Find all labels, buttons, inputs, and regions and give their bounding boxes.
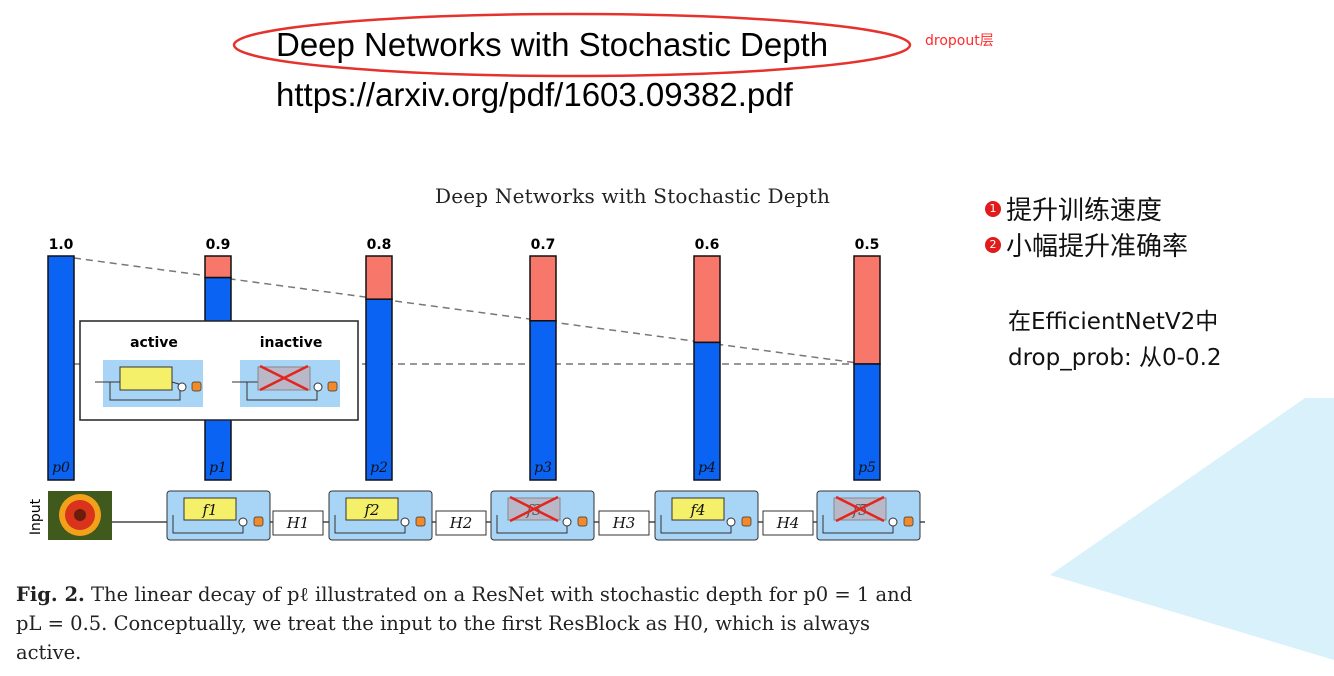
bar-p-label-3: p3 xyxy=(534,460,552,476)
resblock-2: f2 xyxy=(328,490,433,541)
survival-bar-4: 0.6 p4 xyxy=(693,237,721,481)
resblock-5: f5 xyxy=(816,490,921,541)
survival-prob-label-3: 0.7 xyxy=(531,237,556,253)
input-label: Input xyxy=(28,498,44,535)
transition-4: H4 xyxy=(762,510,814,536)
resnet-chain: f1 f2 f3 f4 f5 H1 H2 H3 H4 xyxy=(166,490,921,541)
slide-title: Deep Networks with Stochastic Depth xyxy=(276,26,829,63)
survival-bars: 1.0 p0 0.9 p1 0.8 p2 0.7 p3 0.6 p4 0.5 p5 xyxy=(47,237,881,481)
legend-active-label: active xyxy=(130,335,178,351)
bar-drop-segment-2 xyxy=(365,255,393,300)
input-flower-image xyxy=(48,491,112,540)
bar-drop-segment-1 xyxy=(204,255,232,279)
transition-3: H3 xyxy=(598,510,650,536)
transition-label-2: H2 xyxy=(449,514,473,532)
benefit-text-2: 小幅提升准确率 xyxy=(1006,232,1189,262)
survival-bar-3: 0.7 p3 xyxy=(529,237,557,481)
survival-bar-5: 0.5 p5 xyxy=(853,237,881,481)
effnet-note-line-1: 在EfficientNetV2中 xyxy=(1008,309,1219,335)
transition-label-1: H1 xyxy=(286,514,310,532)
figure-caption-label: Fig. 2. xyxy=(16,583,85,606)
benefit-text-1: 提升训练速度 xyxy=(1006,196,1163,226)
bar-p-label-1: p1 xyxy=(209,460,227,476)
resblock-1: f1 xyxy=(166,490,271,541)
bar-p-label-2: p2 xyxy=(370,460,388,476)
bar-survive-segment-3 xyxy=(529,320,557,481)
legend-inactive-label: inactive xyxy=(260,335,323,351)
transition-2: H2 xyxy=(435,510,487,536)
resblock-3: f3 xyxy=(490,490,595,541)
survival-bar-0: 1.0 p0 xyxy=(47,237,75,481)
bar-survive-segment-4 xyxy=(693,341,721,481)
benefit-item-2: 2 小幅提升准确率 xyxy=(985,226,1188,263)
bar-drop-segment-4 xyxy=(693,255,721,344)
func-label-1: f1 xyxy=(201,501,217,519)
survival-prob-label-5: 0.5 xyxy=(855,237,880,253)
survival-prob-label-1: 0.9 xyxy=(206,237,231,253)
number-badge-2: 2 xyxy=(985,236,1001,253)
transition-1: H1 xyxy=(272,510,324,536)
func-label-4: f4 xyxy=(689,501,705,519)
transition-label-4: H4 xyxy=(776,514,800,532)
legend-active-block xyxy=(95,360,203,407)
func-box-1 xyxy=(183,497,237,521)
paper-url: https://arxiv.org/pdf/1603.09382.pdf xyxy=(276,76,793,113)
survival-prob-label-4: 0.6 xyxy=(695,237,720,253)
bar-survive-segment-5 xyxy=(853,363,881,481)
survival-bar-2: 0.8 p2 xyxy=(365,237,393,481)
survival-prob-label-2: 0.8 xyxy=(367,237,392,253)
bar-survive-segment-0 xyxy=(47,255,75,481)
transition-label-3: H3 xyxy=(612,514,636,532)
func-label-2: f2 xyxy=(363,501,379,519)
resblock-4: f4 xyxy=(654,490,759,541)
legend-box: active inactive xyxy=(79,320,359,421)
bar-survive-segment-2 xyxy=(365,298,393,481)
func-box-2 xyxy=(345,497,399,521)
bar-p-label-4: p4 xyxy=(698,460,716,476)
bar-drop-segment-3 xyxy=(529,255,557,322)
figure-caption: Fig. 2. The linear decay of pℓ illustrat… xyxy=(16,580,936,667)
bar-drop-segment-5 xyxy=(853,255,881,365)
func-box-4 xyxy=(671,497,725,521)
number-badge-1: 1 xyxy=(985,200,1001,217)
effnet-note-line-2: drop_prob: 从0-0.2 xyxy=(1008,345,1222,371)
paper-running-header: Deep Networks with Stochastic Depth xyxy=(435,184,831,208)
bar-p-label-0: p0 xyxy=(52,460,70,476)
legend-inactive-block xyxy=(232,360,340,407)
benefit-item-1: 1 提升训练速度 xyxy=(985,190,1162,227)
figure-caption-text: The linear decay of pℓ illustrated on a … xyxy=(16,583,913,664)
bar-p-label-5: p5 xyxy=(858,460,876,476)
survival-prob-label-0: 1.0 xyxy=(49,237,74,253)
dropout-annotation: dropout层 xyxy=(925,33,994,49)
